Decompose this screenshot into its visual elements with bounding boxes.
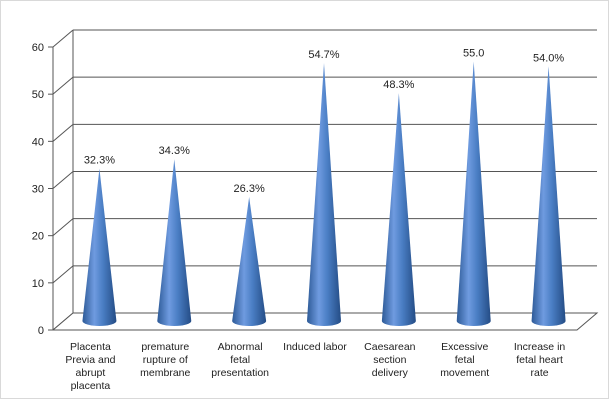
gridline-depth [52,76,74,95]
data-label: 32.3% [84,155,115,167]
y-tick-label: 40 [32,136,44,148]
bar [531,66,566,326]
data-label: 26.3% [234,183,265,195]
x-tick-label-line: rate [530,367,549,379]
x-tick-label-line: Induced labor [283,341,347,353]
x-tick-label-line: membrane [140,367,191,379]
data-label: 54.7% [308,49,339,61]
x-tick-label: Induced labor [280,341,350,354]
cone-body [157,159,192,327]
cone-body [307,62,341,327]
gridline-depth [52,29,74,48]
x-tick-label: Excessive fetal movement [430,341,500,380]
y-tick-label: 20 [32,231,44,243]
y-tick-label: 0 [38,325,44,337]
bar [381,93,416,327]
x-tick-label-line: delivery [371,367,408,379]
x-tick-label-line: placenta [70,380,111,392]
x-tick-label: Increase in fetal heart rate [505,341,575,380]
x-tick-label-line: Previa and [65,354,116,366]
x-tick-label-line: movement [440,367,490,379]
x-tick-label: Placenta Previa and abrupt placenta [55,341,125,393]
x-tick-label: Caesarean section delivery [355,341,425,380]
bar [82,168,117,327]
x-tick-label-line: abrupt [75,367,106,379]
x-tick-label: premature rupture of membrane [130,341,200,380]
data-label: 48.3% [383,79,414,91]
bar [157,159,192,327]
x-tick-label-line: fetal heart [516,354,563,366]
y-tick-label: 60 [32,42,44,54]
bar [456,61,491,327]
cone-body [456,61,491,327]
y-tick-label: 30 [32,184,44,196]
cone-body [232,196,267,327]
x-tick-label-line: Abnormal [217,341,263,353]
x-tick-label-line: Excessive fetal [441,341,489,366]
gridline-depth [52,171,74,189]
x-tick-label-line: Increase in [513,341,566,353]
gridline-depth [52,265,74,284]
x-tick-label: Abnormal fetal presentation [205,341,275,380]
cone-body [82,168,117,327]
x-tick-label-line: premature [141,341,190,353]
cone-body [531,66,566,326]
data-label: 54.0% [533,52,564,64]
y-tick-label: 50 [32,89,44,101]
x-tick-label-line: Placenta [69,341,111,353]
x-tick-label-line: Caesarean [364,341,416,353]
gridline-depth [52,218,74,237]
x-tick-label-line: fetal [230,354,251,366]
x-tick-label-line: rupture of [142,354,188,366]
x-tick-label-line: section [373,354,407,366]
bar [232,196,267,327]
x-tick-label-line: presentation [211,367,270,379]
data-label: 55.0 [463,48,484,60]
cone-body [381,93,416,327]
bar [307,62,341,327]
y-tick-label: 10 [32,278,44,290]
gridline-depth [52,123,74,142]
data-label: 34.3% [159,145,190,157]
